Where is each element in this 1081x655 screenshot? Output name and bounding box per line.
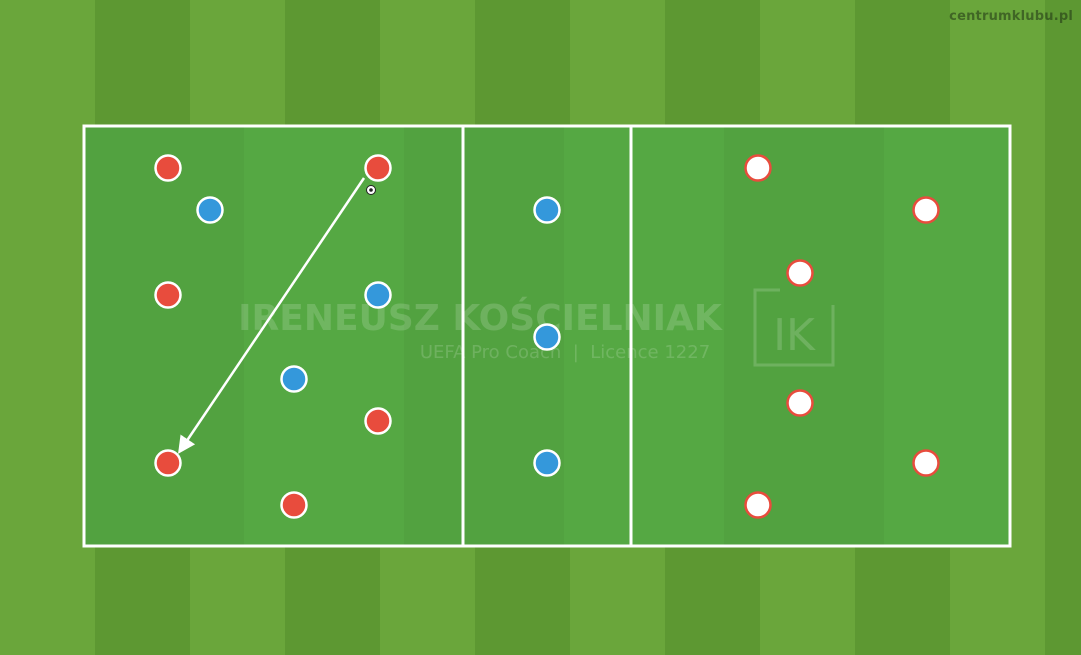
blue-player[interactable] xyxy=(533,323,561,351)
blue-player[interactable] xyxy=(533,196,561,224)
pass-arrow-icon xyxy=(178,177,366,454)
grass-stripe xyxy=(0,0,95,655)
blue-team xyxy=(196,196,561,477)
coach-watermark: IRENEUSZ KOŚCIELNIAK UEFA Pro Coach | Li… xyxy=(238,288,835,367)
blue-player[interactable] xyxy=(196,196,224,224)
soccer-ball-icon[interactable] xyxy=(366,185,376,195)
blue-player[interactable] xyxy=(280,365,308,393)
white-team xyxy=(744,154,940,519)
white-player[interactable] xyxy=(912,449,940,477)
zone-stripe xyxy=(84,126,244,546)
white-player[interactable] xyxy=(786,259,814,287)
red-player[interactable] xyxy=(280,491,308,519)
right-zone xyxy=(631,126,1010,546)
white-player[interactable] xyxy=(786,389,814,417)
field-boundary xyxy=(82,124,1012,548)
watermark-monogram: IK xyxy=(773,310,816,361)
grass-stripe xyxy=(1045,0,1081,655)
white-player[interactable] xyxy=(744,154,772,182)
red-player[interactable] xyxy=(364,154,392,182)
red-player[interactable] xyxy=(154,449,182,477)
blue-player[interactable] xyxy=(364,281,392,309)
watermark-subtitle: UEFA Pro Coach | Licence 1227 xyxy=(420,342,710,363)
red-player[interactable] xyxy=(364,407,392,435)
red-player[interactable] xyxy=(154,281,182,309)
blue-player[interactable] xyxy=(533,449,561,477)
white-player[interactable] xyxy=(744,491,772,519)
white-player[interactable] xyxy=(912,196,940,224)
red-team xyxy=(154,154,392,519)
monogram-logo: IK xyxy=(753,288,835,367)
left-zone xyxy=(84,126,463,546)
red-player[interactable] xyxy=(154,154,182,182)
site-label: centrumklubu.pl xyxy=(949,9,1073,24)
watermark-name: IRENEUSZ KOŚCIELNIAK xyxy=(238,297,723,339)
